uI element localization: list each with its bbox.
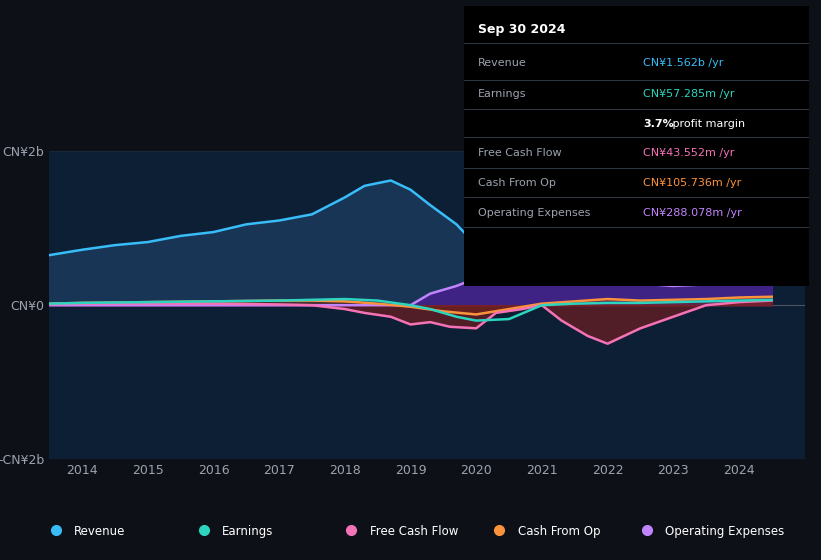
Text: Free Cash Flow: Free Cash Flow [370,525,458,538]
Text: CN¥43.552m /yr: CN¥43.552m /yr [643,148,735,158]
Text: Revenue: Revenue [478,58,526,68]
Text: Operating Expenses: Operating Expenses [666,525,785,538]
Text: Free Cash Flow: Free Cash Flow [478,148,562,158]
Text: Cash From Op: Cash From Op [478,179,556,188]
Text: CN¥105.736m /yr: CN¥105.736m /yr [643,179,741,188]
Text: profit margin: profit margin [669,119,745,129]
Text: Sep 30 2024: Sep 30 2024 [478,23,565,36]
Text: Revenue: Revenue [75,525,126,538]
Text: 3.7%: 3.7% [643,119,674,129]
Text: CN¥1.562b /yr: CN¥1.562b /yr [643,58,723,68]
Text: Operating Expenses: Operating Expenses [478,208,590,218]
Text: Cash From Op: Cash From Op [518,525,600,538]
Text: CN¥57.285m /yr: CN¥57.285m /yr [643,89,735,99]
Text: Earnings: Earnings [478,89,526,99]
Text: CN¥288.078m /yr: CN¥288.078m /yr [643,208,742,218]
Text: Earnings: Earnings [222,525,273,538]
